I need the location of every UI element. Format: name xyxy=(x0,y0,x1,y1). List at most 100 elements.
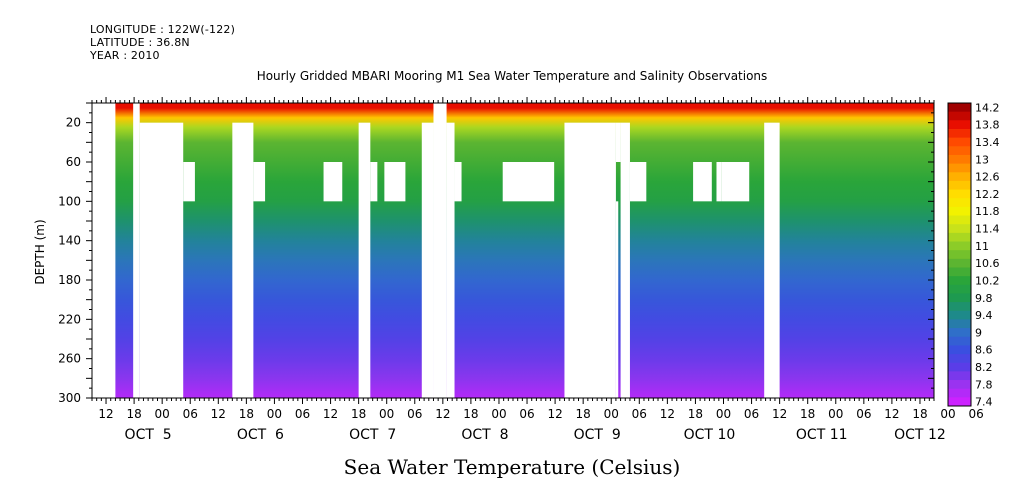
x-axis-label: Sea Water Temperature (Celsius) xyxy=(344,455,681,479)
colorbar-swatch xyxy=(948,120,971,130)
colorbar-swatch xyxy=(948,380,971,390)
colorbar-label: 9 xyxy=(975,326,982,339)
colorbar-swatch xyxy=(948,137,971,147)
x-tick-label: 18 xyxy=(463,407,478,421)
x-date-label: OCT 9 xyxy=(574,427,621,443)
colorbar-label: 12.2 xyxy=(975,188,1000,201)
colorbar-swatch xyxy=(948,180,971,191)
x-tick-label: 06 xyxy=(183,407,198,421)
x-date-label: OCT 10 xyxy=(684,427,736,443)
colorbar-swatch xyxy=(948,354,971,364)
axes: 20 60 100 140 180 220 260 300 12 18 00 06 12 18 00 06 12… xyxy=(58,97,984,443)
x-tick-label: 12 xyxy=(547,407,562,421)
colorbar-swatch xyxy=(948,302,971,312)
colorbar-swatch xyxy=(948,198,971,208)
colorbar-swatch xyxy=(948,215,971,225)
colorbar-label: 10.2 xyxy=(975,274,1000,287)
colorbar-swatch xyxy=(948,328,971,338)
colorbar-swatch xyxy=(948,250,971,260)
x-tick-label: 06 xyxy=(856,407,871,421)
x-tick-label: 06 xyxy=(295,407,310,421)
x-tick-label: 12 xyxy=(660,407,675,421)
missing-data-block xyxy=(615,201,619,398)
x-tick-label: 06 xyxy=(519,407,534,421)
colorbar-label: 11 xyxy=(975,240,989,253)
colorbar-swatch xyxy=(948,128,971,139)
x-tick-label: 18 xyxy=(351,407,366,421)
x-date-label: OCT 6 xyxy=(237,427,284,443)
colorbar-label: 14.2 xyxy=(975,101,1000,114)
missing-data-block xyxy=(620,122,630,399)
x-tick-label: 12 xyxy=(884,407,899,421)
x-tick-label: 12 xyxy=(772,407,787,421)
x-tick-label: 18 xyxy=(800,407,815,421)
missing-data-block xyxy=(232,122,254,399)
colorbar-swatch xyxy=(948,345,971,355)
colorbar-swatch xyxy=(948,319,971,329)
missing-data-block xyxy=(615,122,621,162)
temperature-field xyxy=(92,103,934,398)
missing-data-layer xyxy=(92,103,780,399)
missing-data-block xyxy=(446,122,455,399)
colorbar-swatch xyxy=(948,362,971,372)
x-date-label: OCT 11 xyxy=(796,427,848,443)
colorbar-swatch xyxy=(948,293,971,303)
y-tick-label: 20 xyxy=(66,116,81,130)
x-tick-label: 06 xyxy=(968,407,983,421)
x-tick-label: 00 xyxy=(267,407,282,421)
colorbar-swatch xyxy=(948,103,971,113)
x-tick-label: 00 xyxy=(828,407,843,421)
y-tick-label: 220 xyxy=(58,312,81,326)
colorbar-frame xyxy=(947,102,972,407)
year-label: YEAR : 2010 xyxy=(90,49,160,62)
colorbar-swatch xyxy=(948,111,971,121)
x-tick-label: 00 xyxy=(716,407,731,421)
x-date-label: OCT 8 xyxy=(461,427,508,443)
missing-data-block xyxy=(370,162,378,202)
colorbar-label: 9.4 xyxy=(975,309,993,322)
missing-data-block xyxy=(133,103,140,398)
missing-data-block xyxy=(253,162,266,202)
colorbar: 14.2 13.8 13.4 13 12.6 12.2 11.8 11.4 11 10.6 10.2… xyxy=(947,101,1000,409)
x-tick-label: 18 xyxy=(688,407,703,421)
plot-area xyxy=(92,103,934,398)
latitude-label: LATITUDE : 36.8N xyxy=(90,36,190,49)
missing-data-block xyxy=(454,162,462,202)
colorbar-swatch xyxy=(948,397,971,407)
colorbar-label: 13.8 xyxy=(975,119,1000,132)
colorbar-swatch xyxy=(948,388,971,398)
colorbar-swatch xyxy=(948,310,971,320)
y-tick-label: 300 xyxy=(58,391,81,405)
x-tick-label: 06 xyxy=(744,407,759,421)
missing-data-block xyxy=(183,162,195,202)
missing-data-block xyxy=(139,122,184,399)
colorbar-swatch xyxy=(948,189,971,199)
missing-data-block xyxy=(421,122,434,399)
x-tick-label: 06 xyxy=(632,407,647,421)
x-tick-label: 00 xyxy=(604,407,619,421)
colorbar-swatch xyxy=(948,336,971,346)
colorbar-swatch xyxy=(948,206,971,217)
missing-data-block xyxy=(433,103,447,398)
chart-title: Hourly Gridded MBARI Mooring M1 Sea Wate… xyxy=(257,69,768,83)
x-date-label: OCT 7 xyxy=(349,427,396,443)
x-tick-label: 18 xyxy=(912,407,927,421)
missing-data-block xyxy=(358,122,371,399)
colorbar-swatch xyxy=(948,224,971,234)
x-tick-label: 18 xyxy=(239,407,254,421)
colorbar-swatch xyxy=(948,163,971,173)
x-date-label: OCT 12 xyxy=(894,427,946,443)
missing-data-block xyxy=(384,162,406,202)
colorbar-label: 8.2 xyxy=(975,361,993,374)
x-tick-label: 18 xyxy=(576,407,591,421)
missing-data-block xyxy=(693,162,712,202)
colorbar-swatch xyxy=(948,154,971,165)
x-tick-label: 18 xyxy=(126,407,141,421)
colorbar-swatch xyxy=(948,232,971,243)
y-tick-label: 60 xyxy=(66,155,81,169)
x-tick-label: 12 xyxy=(211,407,226,421)
x-tick-label: 00 xyxy=(940,407,955,421)
colorbar-label: 13 xyxy=(975,153,989,166)
colorbar-label: 12.6 xyxy=(975,171,1000,184)
